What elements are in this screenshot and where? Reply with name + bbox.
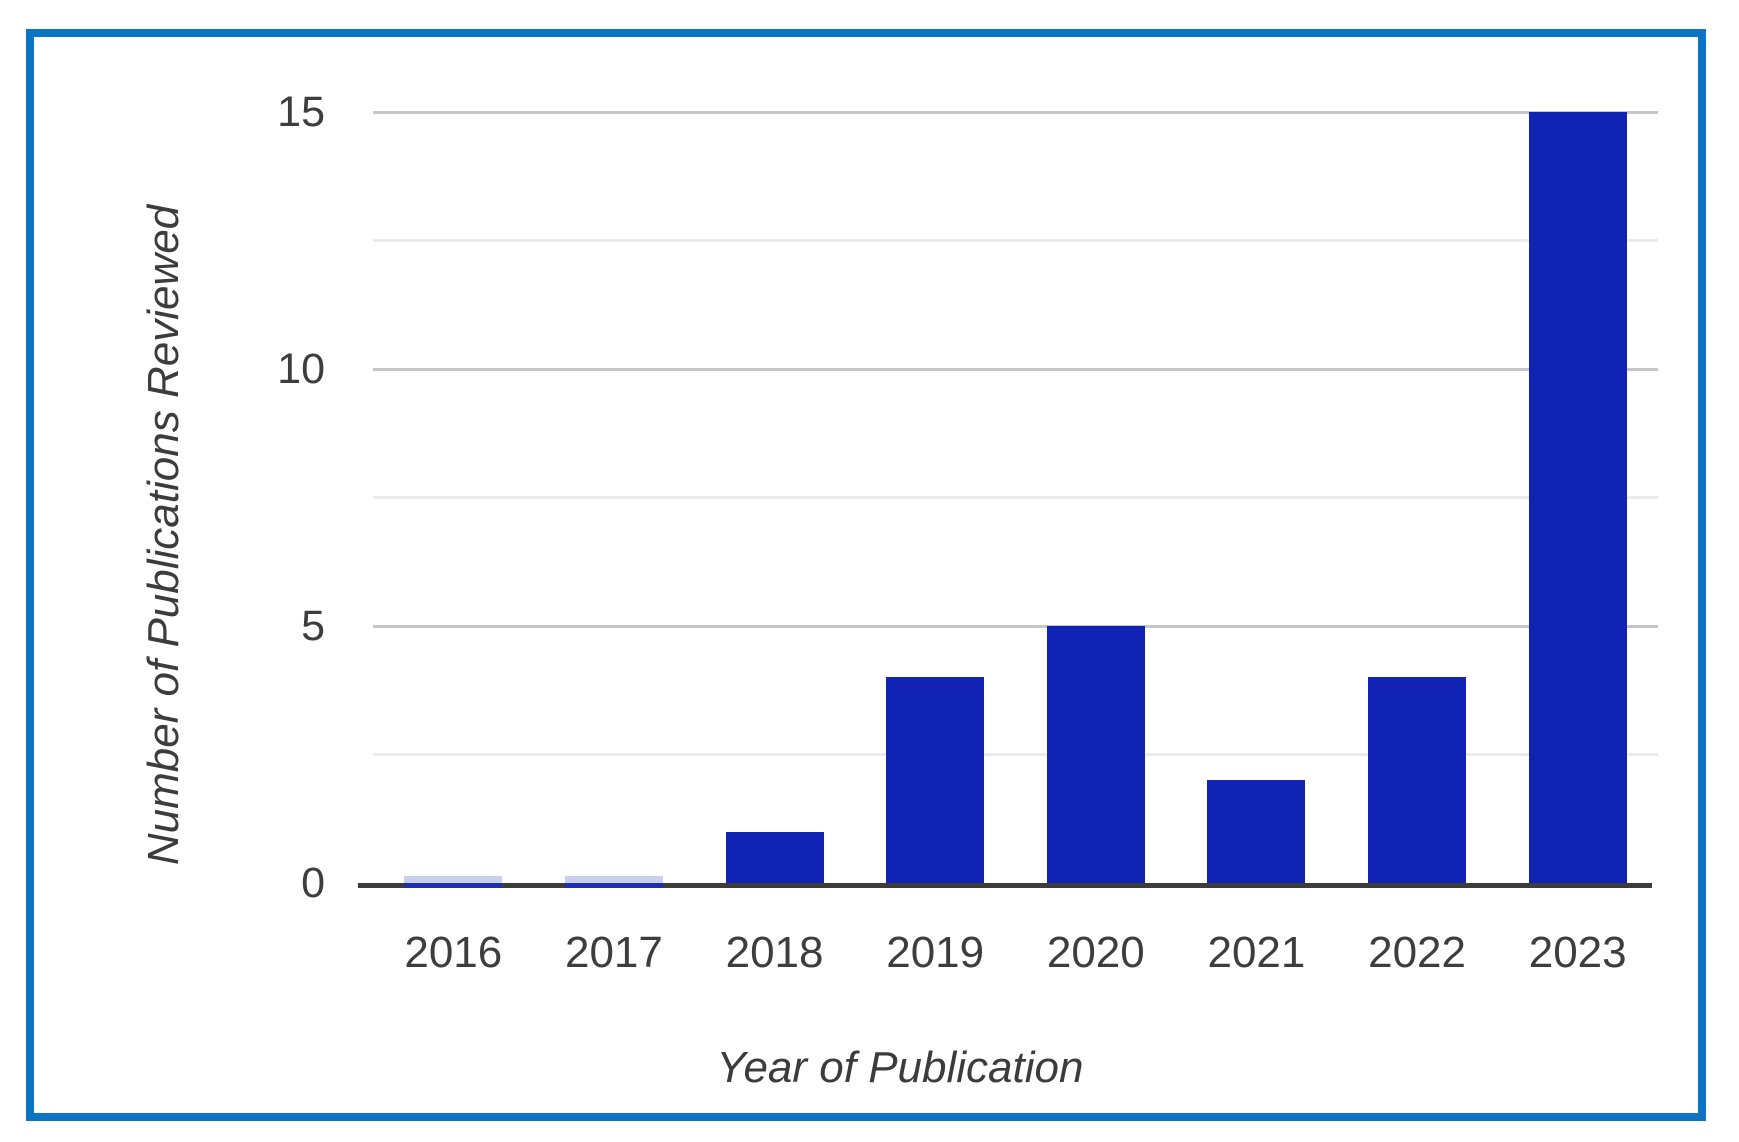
bar-2019 <box>886 677 985 883</box>
bar-2023 <box>1528 112 1627 883</box>
y-tick-label: 0 <box>301 859 325 907</box>
x-tick-label: 2023 <box>1528 928 1627 977</box>
major-gridline <box>373 110 1658 114</box>
x-axis-line <box>358 883 1652 888</box>
bar-2016 <box>404 876 503 888</box>
minor-gridline <box>373 753 1658 756</box>
x-tick-label: 2018 <box>725 928 824 977</box>
y-axis-title: Number of Publications Reviewed <box>139 204 188 866</box>
bar-2017 <box>564 876 663 888</box>
bar-2018 <box>725 831 824 883</box>
x-axis-title: Year of Publication <box>716 1043 1084 1092</box>
minor-gridline <box>373 496 1658 499</box>
figure-frame: Number of Publications Reviewed Year of … <box>26 29 1706 1121</box>
bar-2021 <box>1207 780 1306 883</box>
y-tick-label: 5 <box>301 602 325 650</box>
bar-2020 <box>1046 626 1145 883</box>
x-tick-label: 2017 <box>564 928 663 977</box>
y-tick-label: 10 <box>277 345 325 393</box>
x-tick-label: 2021 <box>1207 928 1306 977</box>
y-tick-label: 15 <box>277 88 325 136</box>
x-tick-label: 2020 <box>1046 928 1145 977</box>
major-gridline <box>373 367 1658 371</box>
x-tick-label: 2016 <box>404 928 503 977</box>
plot-area <box>373 110 1658 888</box>
bar-2022 <box>1368 677 1467 883</box>
minor-gridline <box>373 239 1658 242</box>
x-tick-label: 2022 <box>1368 928 1466 977</box>
x-tick-label: 2019 <box>886 928 985 977</box>
major-gridline <box>373 624 1658 628</box>
